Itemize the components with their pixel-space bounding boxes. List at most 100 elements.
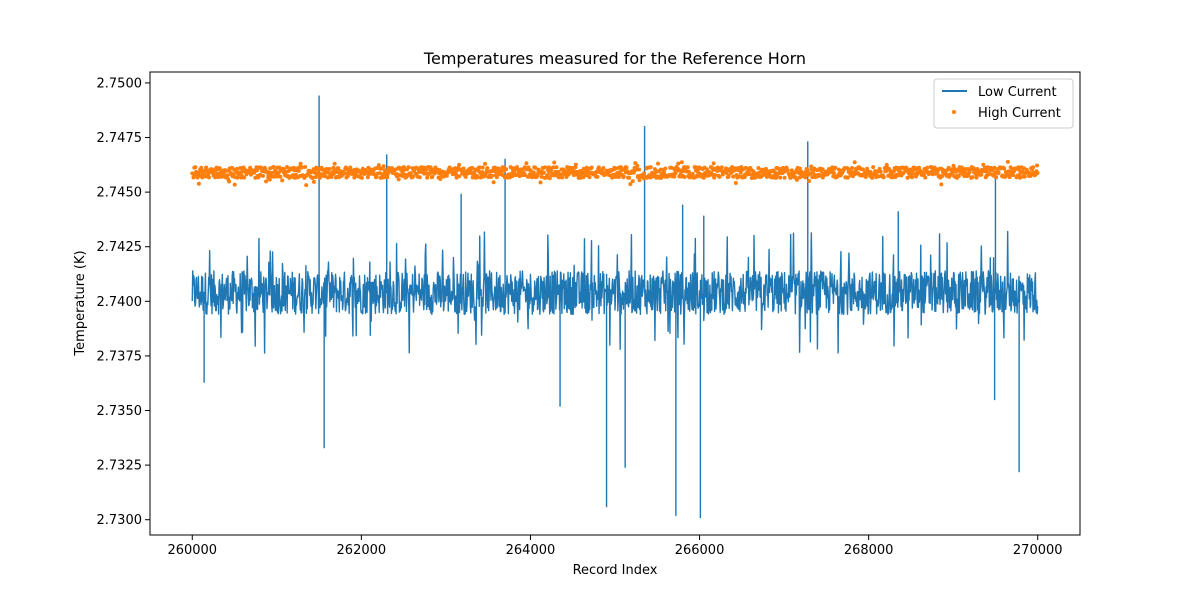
scatter-point — [974, 175, 979, 180]
scatter-point — [547, 176, 552, 181]
scatter-point — [541, 170, 546, 175]
scatter-point — [428, 165, 433, 170]
scatter-point — [820, 167, 825, 172]
scatter-point — [382, 168, 387, 173]
scatter-point — [232, 182, 237, 187]
scatter-point — [662, 170, 667, 175]
scatter-point — [401, 168, 406, 173]
scatter-point — [332, 161, 337, 166]
scatter-point — [910, 175, 915, 180]
scatter-point — [803, 175, 808, 180]
scatter-point — [470, 165, 475, 170]
scatter-point — [410, 174, 415, 179]
scatter-point — [738, 170, 743, 175]
scatter-point — [204, 165, 209, 170]
scatter-point — [950, 171, 955, 176]
y-tick-label: 2.7350 — [97, 404, 143, 419]
y-tick-label: 2.7375 — [97, 349, 143, 364]
scatter-point — [336, 166, 341, 171]
scatter-point — [733, 180, 738, 185]
scatter-point — [554, 165, 559, 170]
scatter-point — [628, 182, 633, 187]
scatter-point — [981, 162, 986, 167]
y-tick-label: 2.7325 — [97, 459, 143, 474]
scatter-point — [731, 174, 736, 179]
scatter-point — [724, 166, 729, 171]
scatter-point — [381, 164, 386, 169]
y-tick-label: 2.7300 — [97, 513, 143, 528]
plot-frame — [149, 71, 1081, 536]
scatter-point — [280, 178, 285, 183]
scatter-point — [749, 175, 754, 180]
x-tick-label: 264000 — [506, 543, 556, 558]
scatter-point — [589, 165, 594, 170]
scatter-point — [444, 173, 449, 178]
x-tick-label: 262000 — [337, 543, 387, 558]
scatter-point — [199, 168, 204, 173]
y-tick-label: 2.7500 — [97, 76, 143, 91]
scatter-point — [682, 175, 687, 180]
scatter-point — [1035, 163, 1040, 168]
scatter-point — [635, 163, 640, 168]
scatter-point — [797, 166, 802, 171]
scatter-point — [545, 173, 550, 178]
scatter-point — [235, 175, 240, 180]
scatter-point — [712, 173, 717, 178]
scatter-point — [776, 171, 781, 176]
legend-entry-low-current: Low Current — [978, 85, 1057, 100]
scatter-point — [396, 177, 401, 182]
scatter-point — [860, 167, 865, 172]
scatter-point — [870, 175, 875, 180]
scatter-point — [457, 162, 462, 167]
scatter-point — [975, 167, 980, 172]
x-tick-label: 270000 — [1013, 543, 1063, 558]
scatter-point — [630, 179, 635, 184]
y-tick-label: 2.7475 — [97, 131, 143, 146]
scatter-point — [490, 173, 495, 178]
scatter-point — [996, 170, 1001, 175]
scatter-point — [648, 165, 653, 170]
scatter-point — [483, 173, 488, 178]
scatter-point — [480, 170, 485, 175]
scatter-point — [417, 175, 422, 180]
legend: Low Current High Current — [933, 78, 1074, 129]
x-tick-label: 268000 — [844, 543, 894, 558]
scatter-point — [852, 160, 857, 165]
scatter-point — [468, 170, 473, 175]
scatter-point — [587, 175, 592, 180]
x-tick-label: 260000 — [167, 543, 217, 558]
scatter-point — [212, 171, 217, 176]
scatter-point — [956, 174, 961, 179]
scatter-point — [726, 173, 731, 178]
scatter-point — [778, 175, 783, 180]
scatter-point — [278, 174, 283, 179]
scatter-point — [994, 175, 999, 180]
scatter-point — [560, 175, 565, 180]
scatter-point — [621, 174, 626, 179]
scatter-point — [430, 174, 435, 179]
scatter-point — [483, 161, 488, 166]
scatter-point — [672, 174, 677, 179]
scatter-point — [865, 166, 870, 171]
scatter-point — [285, 165, 290, 170]
scatter-point — [637, 178, 642, 183]
scatter-point — [637, 167, 642, 172]
scatter-point — [685, 165, 690, 170]
scatter-point — [538, 180, 543, 185]
x-axis: 260000 262000 264000 266000 268000 270000 — [167, 535, 1063, 558]
scatter-point — [374, 175, 379, 180]
scatter-point — [271, 165, 276, 170]
scatter-point — [613, 166, 618, 171]
scatter-point — [425, 175, 430, 180]
scatter-point — [234, 166, 239, 171]
scatter-point — [193, 165, 198, 170]
scatter-point — [491, 180, 496, 185]
scatter-point — [601, 165, 606, 170]
scatter-point — [238, 166, 243, 171]
scatter-point — [794, 177, 799, 182]
scatter-point — [595, 174, 600, 179]
scatter-point — [1002, 166, 1007, 171]
scatter-point — [898, 169, 903, 174]
scatter-point — [627, 175, 632, 180]
legend-dot-swatch — [952, 110, 956, 114]
